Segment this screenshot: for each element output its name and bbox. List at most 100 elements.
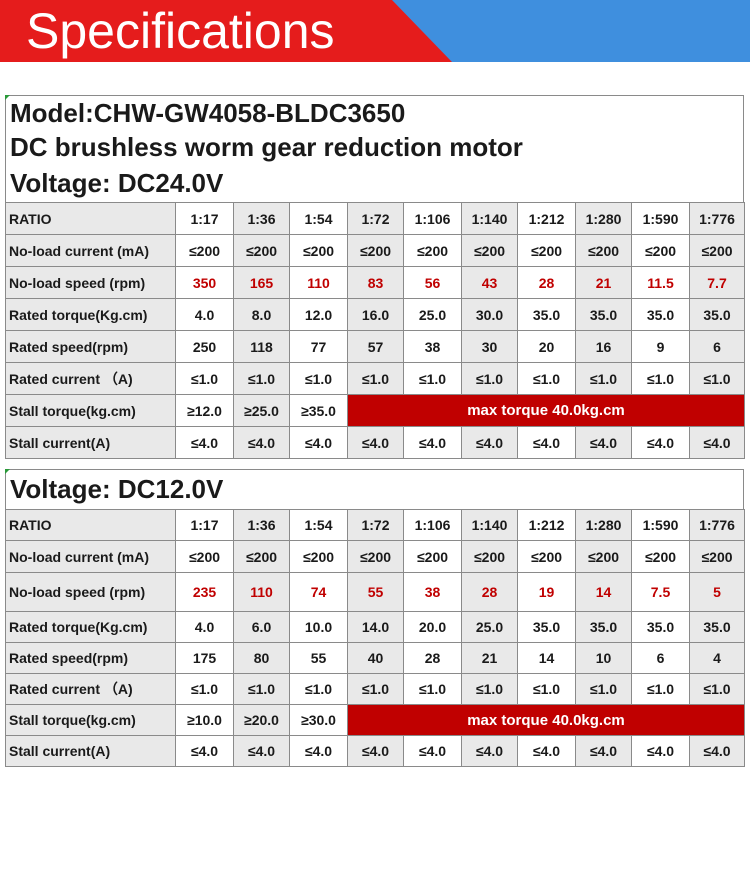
value-cell: ≤200 [403,540,462,573]
value-cell: 14.0 [347,611,404,643]
value-cell: 28 [461,572,518,612]
value-cell: 1:106 [403,509,462,541]
value-cell: 35.0 [689,611,745,643]
value-cell: 35.0 [631,611,690,643]
spec-row: No-load current (mA) ≤200 ≤200 ≤200 ≤200 ≤200… [5,234,745,267]
stall-torque-row: Stall torque(kg.cm) ≥10.0 ≥20.0 ≥30.0 max to… [5,704,745,736]
value-cell: 38 [403,330,462,363]
value-cell: ≤200 [403,234,462,267]
value-cell: 350 [175,266,234,299]
value-cell: ≤200 [175,540,234,573]
value-cell: ≤4.0 [631,426,690,459]
model-heading: Model:CHW-GW4058-BLDC3650 [10,98,406,128]
row-label: No-load current (mA) [5,540,176,573]
row-label: Rated torque(Kg.cm) [5,611,176,643]
spec-row: Rated speed(rpm) 250 118 77 57 38 30 20 16 9 6 [5,330,745,363]
row-label: Stall torque(kg.cm) [5,704,176,736]
value-cell: ≤4.0 [461,735,518,767]
value-cell: ≤200 [289,540,348,573]
value-cell: ≤4.0 [517,426,576,459]
value-cell: ≤4.0 [403,735,462,767]
value-cell: 1:140 [461,202,518,235]
row-label: RATIO [5,202,176,235]
value-cell: ≤1.0 [233,673,290,705]
value-cell: 7.5 [631,572,690,612]
value-cell: ≤4.0 [233,426,290,459]
value-cell: ≥20.0 [233,704,290,736]
value-cell: ≤200 [347,234,404,267]
value-cell: 35.0 [631,298,690,331]
value-cell: ≤4.0 [689,735,745,767]
value-cell: ≤4.0 [347,426,404,459]
value-cell: ≤200 [289,234,348,267]
value-cell: 175 [175,642,234,674]
value-cell: ≤200 [233,234,290,267]
value-cell: 35.0 [517,611,576,643]
value-cell: 19 [517,572,576,612]
value-cell: 4.0 [175,611,234,643]
value-cell: 16.0 [347,298,404,331]
row-label: Stall current(A) [5,735,176,767]
value-cell: 250 [175,330,234,363]
stall-torque-row: Stall torque(kg.cm) ≥12.0 ≥25.0 ≥35.0 max to… [5,394,745,427]
banner-title: Specifications [26,3,335,59]
value-cell: 21 [461,642,518,674]
value-cell: ≤4.0 [289,735,348,767]
spec-table: RATIO 1:17 1:36 1:54 1:72 1:106 1:140 1:212 1:28… [5,509,745,767]
row-label: Rated current （A) [5,362,176,395]
value-cell: ≤1.0 [689,673,745,705]
value-cell: ≤1.0 [575,362,632,395]
value-cell: ≤200 [689,540,745,573]
value-cell: 1:776 [689,202,745,235]
row-label: No-load current (mA) [5,234,176,267]
ratio-row: RATIO 1:17 1:36 1:54 1:72 1:106 1:140 1:212 1:28… [5,509,745,541]
value-cell: 74 [289,572,348,612]
spec-row: Rated torque(Kg.cm) 4.0 6.0 10.0 14.0 20.0 25.… [5,611,745,643]
value-cell: ≤4.0 [175,735,234,767]
value-cell: 1:72 [347,509,404,541]
value-cell: 25.0 [461,611,518,643]
value-cell: 43 [461,266,518,299]
value-cell: ≤4.0 [403,426,462,459]
value-cell: ≤200 [175,234,234,267]
value-cell: 5 [689,572,745,612]
value-cell: 10.0 [289,611,348,643]
value-cell: ≤1.0 [175,673,234,705]
value-cell: 11.5 [631,266,690,299]
value-cell: 35.0 [689,298,745,331]
value-cell: ≥12.0 [175,394,234,427]
value-cell: 6 [689,330,745,363]
value-cell: 83 [347,266,404,299]
value-cell: 16 [575,330,632,363]
value-cell: ≤4.0 [689,426,745,459]
value-cell: ≤200 [575,234,632,267]
value-cell: 1:54 [289,202,348,235]
voltage-heading: Voltage: DC24.0V [10,168,224,198]
value-cell: ≤200 [575,540,632,573]
value-cell: ≤1.0 [631,362,690,395]
max-torque-banner: max torque 40.0kg.cm [347,704,745,736]
value-cell: 21 [575,266,632,299]
value-cell: 1:17 [175,202,234,235]
spec-section-24v: Model:CHW-GW4058-BLDC3650 DC brushless wo… [5,95,745,459]
value-cell: ≤1.0 [689,362,745,395]
value-cell: ≤200 [461,234,518,267]
value-cell: 1:212 [517,509,576,541]
row-label: Stall current(A) [5,426,176,459]
voltage-heading: Voltage: DC12.0V [10,474,224,504]
value-cell: ≤200 [517,540,576,573]
stall-current-row: Stall current(A) ≤4.0 ≤4.0 ≤4.0 ≤4.0 ≤4.0 ≤4.0… [5,735,745,767]
value-cell: 77 [289,330,348,363]
value-cell: ≤4.0 [631,735,690,767]
stall-current-row: Stall current(A) ≤4.0 ≤4.0 ≤4.0 ≤4.0 ≤4.0 ≤4.0… [5,426,745,459]
value-cell: ≤1.0 [175,362,234,395]
value-cell: ≤200 [517,234,576,267]
spec-row: Rated speed(rpm) 175 80 55 40 28 21 14 10 6 4 [5,642,745,674]
value-cell: 1:776 [689,509,745,541]
max-torque-banner: max torque 40.0kg.cm [347,394,745,427]
row-label: Rated speed(rpm) [5,330,176,363]
spec-row: Rated torque(Kg.cm) 4.0 8.0 12.0 16.0 25.0 30.… [5,298,745,331]
value-cell: ≤1.0 [289,362,348,395]
value-cell: ≤1.0 [575,673,632,705]
value-cell: 20 [517,330,576,363]
